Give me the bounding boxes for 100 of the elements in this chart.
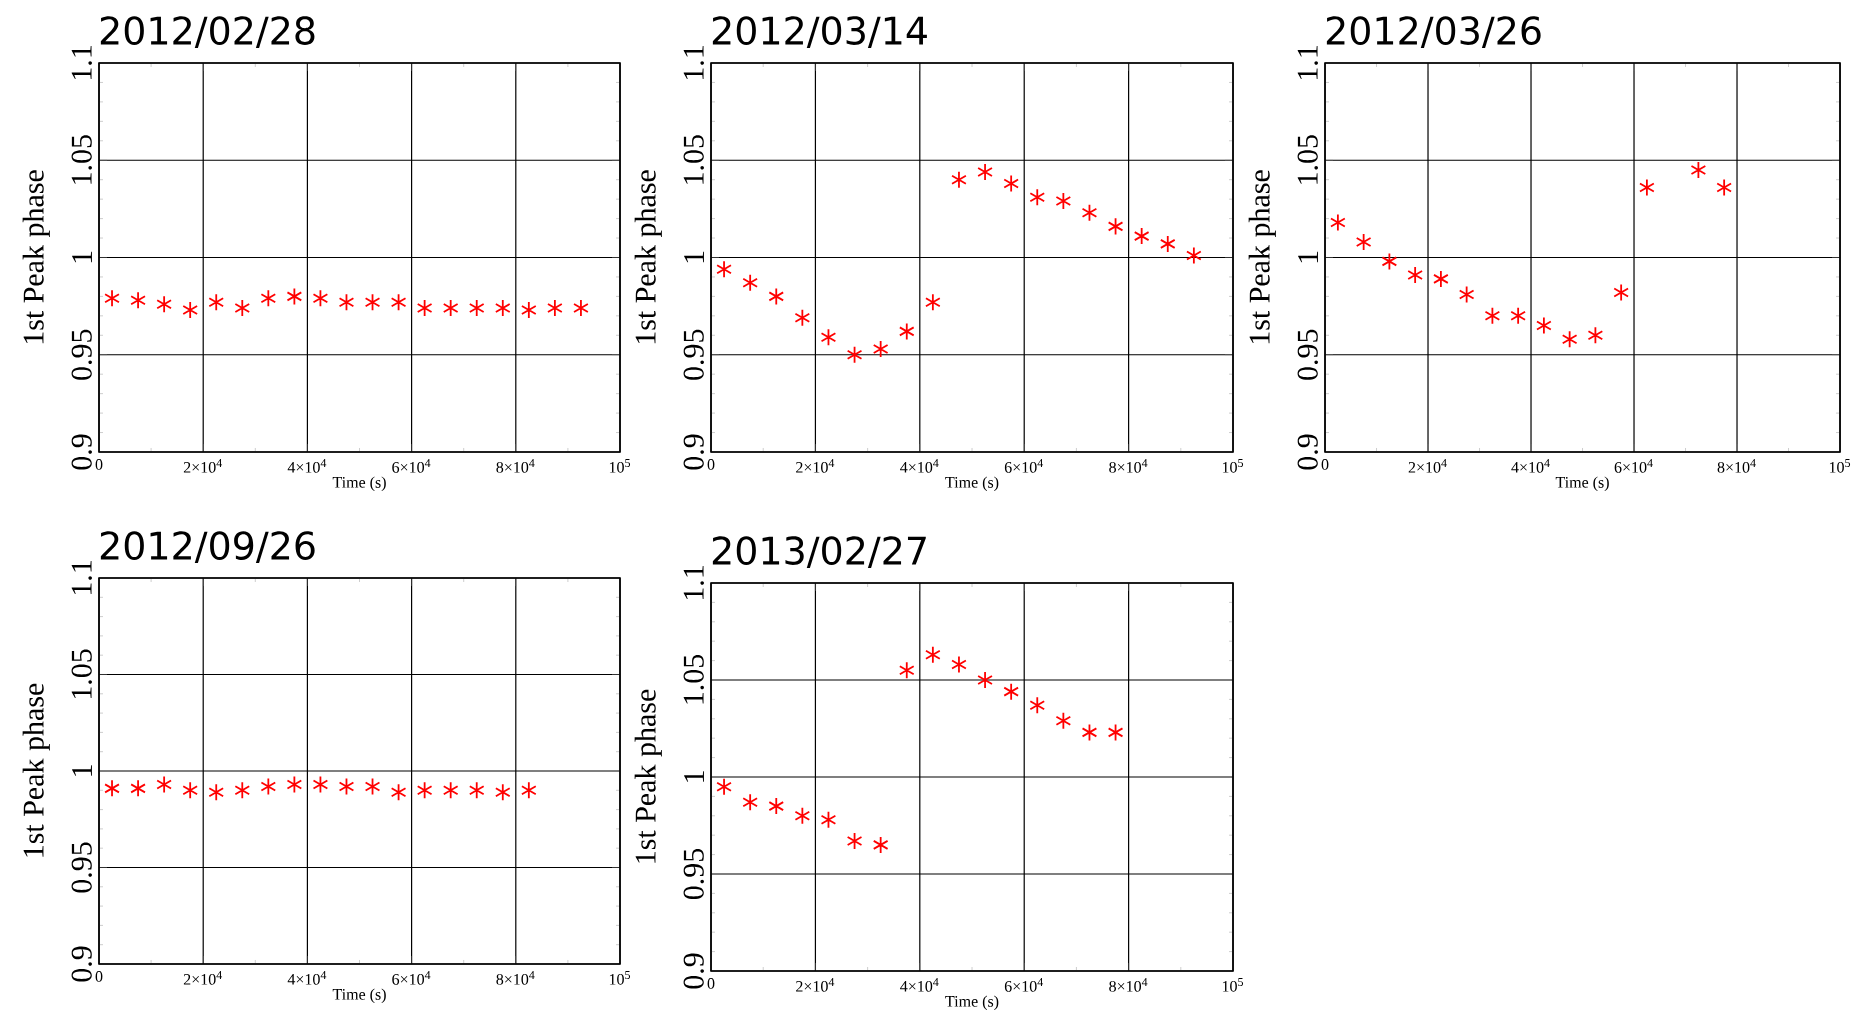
- x-tick-label: 6×10$^{4}$: [392, 971, 431, 985]
- y-tick-label: 0.9: [71, 434, 92, 470]
- y-tick-label: 0.95: [71, 842, 92, 893]
- x-tick-label: 4×10$^{4}$: [1511, 459, 1550, 473]
- y-tick-label: 1.1: [683, 566, 704, 600]
- point: [1561, 330, 1578, 349]
- x-axis-title: Time (s): [332, 988, 386, 1004]
- y-axis-title: 1st Peak phase: [1248, 170, 1276, 344]
- y-tick-label: 1.05: [683, 654, 704, 704]
- x-tick-label: 2×10$^{4}$: [1408, 459, 1447, 473]
- point: [1107, 723, 1124, 742]
- x-tick-label: 4×10$^{4}$: [287, 459, 327, 473]
- y-tick-label: 1.05: [71, 649, 92, 699]
- point: [1003, 682, 1019, 701]
- point: [1381, 252, 1398, 271]
- x-axis-title: Time (s): [945, 995, 999, 1011]
- point: [1433, 269, 1449, 288]
- y-tick-label: 0.9: [683, 434, 704, 470]
- point: [1355, 233, 1372, 251]
- point: [1536, 316, 1552, 335]
- point: [1081, 723, 1098, 742]
- y-tick-label: 0.95: [1297, 329, 1318, 380]
- y-tick-label: 1: [72, 765, 92, 776]
- x-tick-label: 6×10$^{4}$: [1614, 459, 1653, 473]
- chart-title: 2013/02/27: [712, 536, 926, 568]
- point: [1003, 174, 1019, 193]
- x-tick-label: 10$^{5}$: [1222, 978, 1244, 992]
- x-tick-label: 0: [1321, 459, 1329, 470]
- x-tick-label: 2×10$^{4}$: [183, 971, 223, 985]
- point: [1587, 326, 1604, 345]
- point: [1639, 178, 1655, 197]
- x-tick-label: 4×10$^{4}$: [900, 459, 939, 473]
- x-tick-label: 8×10$^{4}$: [496, 459, 535, 473]
- y-tick-label: 0.95: [71, 329, 92, 380]
- y-tick-label: 0.9: [71, 946, 92, 982]
- y-tick-label: 0.9: [683, 953, 704, 989]
- point: [1055, 192, 1072, 210]
- point: [898, 322, 915, 341]
- point: [1458, 285, 1475, 304]
- x-axis-title: Time (s): [1555, 476, 1609, 492]
- y-tick-label: 1: [684, 771, 704, 782]
- point: [977, 163, 993, 181]
- x-tick-label: 10$^{5}$: [1222, 459, 1244, 473]
- x-tick-label: 0: [707, 459, 715, 470]
- x-tick-label: 10$^{5}$: [609, 971, 631, 985]
- point: [1029, 188, 1046, 207]
- x-tick-label: 2×10$^{4}$: [183, 459, 223, 473]
- y-tick-label: 0.95: [683, 329, 704, 380]
- y-tick-label: 1.1: [71, 46, 92, 80]
- point: [872, 836, 889, 854]
- point: [820, 328, 837, 347]
- x-tick-label: 4×10$^{4}$: [287, 971, 327, 985]
- point: [846, 345, 863, 364]
- x-tick-label: 6×10$^{4}$: [1004, 978, 1044, 992]
- y-axis-title: 1st Peak phase: [634, 689, 662, 863]
- point: [1055, 711, 1072, 730]
- point: [1081, 203, 1098, 222]
- x-tick-label: 10$^{5}$: [1829, 459, 1851, 473]
- x-tick-label: 0: [95, 971, 103, 982]
- point: [1613, 283, 1629, 302]
- x-tick-label: 8×10$^{4}$: [1109, 459, 1148, 473]
- point: [820, 810, 837, 829]
- x-tick-label: 0: [95, 459, 103, 470]
- point: [1484, 306, 1501, 325]
- x-tick-label: 0: [707, 978, 715, 989]
- x-tick-label: 2×10$^{4}$: [796, 978, 835, 992]
- x-tick-label: 8×10$^{4}$: [496, 971, 535, 985]
- point: [872, 340, 889, 358]
- point: [742, 793, 758, 812]
- point: [1407, 266, 1423, 284]
- point: [1107, 217, 1124, 236]
- y-tick-label: 1.1: [1297, 46, 1318, 80]
- point: [1690, 161, 1707, 179]
- y-tick-label: 0.95: [683, 848, 704, 900]
- point: [742, 273, 758, 292]
- point: [1133, 227, 1150, 245]
- y-axis-title: 1st Peak phase: [22, 683, 50, 857]
- point: [846, 832, 863, 850]
- point: [925, 645, 941, 664]
- point: [1330, 213, 1346, 232]
- y-tick-label: 0.9: [1297, 434, 1318, 470]
- y-tick-label: 1.05: [71, 135, 92, 184]
- point: [1510, 306, 1526, 325]
- y-tick-label: 1.05: [1297, 135, 1318, 184]
- point: [794, 806, 811, 825]
- y-tick-label: 1.1: [71, 561, 92, 595]
- x-tick-label: 6×10$^{4}$: [392, 459, 431, 473]
- x-tick-label: 10$^{5}$: [609, 459, 631, 473]
- x-tick-label: 2×10$^{4}$: [796, 459, 835, 473]
- y-axis-title: 1st Peak phase: [634, 170, 662, 344]
- point: [716, 777, 732, 796]
- point: [1029, 696, 1046, 715]
- point: [951, 655, 967, 674]
- point: [1186, 246, 1202, 265]
- y-tick-label: 1.05: [683, 135, 704, 184]
- point: [1159, 234, 1176, 253]
- point: [977, 671, 993, 689]
- chart-title: 2012/03/26: [1326, 16, 1541, 48]
- y-tick-label: 1.1: [683, 46, 704, 80]
- y-tick-label: 1: [684, 251, 704, 263]
